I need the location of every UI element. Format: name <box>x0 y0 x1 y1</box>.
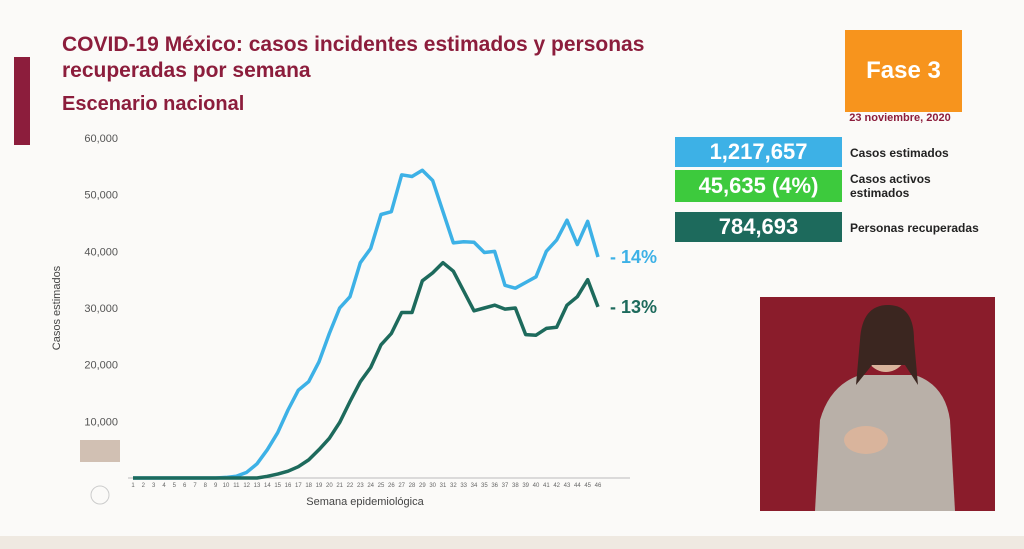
x-tick-label: 14 <box>264 483 271 489</box>
x-tick-label: 44 <box>574 483 581 489</box>
x-tick-label: 19 <box>316 483 323 489</box>
x-tick-label: 32 <box>450 483 457 489</box>
x-tick-label: 38 <box>512 483 519 489</box>
x-tick-label: 25 <box>378 483 385 489</box>
end-label: - 14% <box>610 247 657 267</box>
x-tick-label: 26 <box>388 483 395 489</box>
x-tick-label: 11 <box>233 483 240 489</box>
x-tick-label: 9 <box>214 483 218 489</box>
logo <box>80 440 120 505</box>
x-tick-label: 6 <box>183 483 187 489</box>
video-feed <box>760 297 995 511</box>
x-tick-label: 21 <box>336 483 343 489</box>
x-tick-label: 17 <box>295 483 302 489</box>
date: 23 noviembre, 2020 <box>849 112 951 124</box>
stat-value: 784,693 <box>675 212 842 242</box>
x-tick-label: 29 <box>419 483 426 489</box>
x-tick-label: 20 <box>326 483 333 489</box>
y-tick-label: 10,000 <box>84 416 118 428</box>
y-tick-label: 50,000 <box>84 190 118 202</box>
y-axis-label: Casos estimados <box>51 265 63 350</box>
y-tick-label: 60,000 <box>84 133 118 145</box>
x-tick-label: 39 <box>522 483 529 489</box>
accent-bar <box>14 57 30 145</box>
x-tick-label: 42 <box>553 483 560 489</box>
stat-label: Personas recuperadas <box>850 221 979 235</box>
x-tick-label: 31 <box>440 483 447 489</box>
x-tick-label: 34 <box>471 483 478 489</box>
x-tick-label: 23 <box>357 483 364 489</box>
x-tick-label: 1 <box>131 483 135 489</box>
x-tick-label: 12 <box>243 483 250 489</box>
x-axis-label: Semana epidemiológica <box>306 496 424 508</box>
end-label: - 13% <box>610 297 657 317</box>
x-tick-label: 13 <box>254 483 261 489</box>
x-tick-label: 46 <box>595 483 602 489</box>
x-tick-label: 22 <box>347 483 354 489</box>
stat-label: Casos estimados <box>850 146 949 160</box>
x-tick-label: 43 <box>564 483 571 489</box>
x-tick-label: 24 <box>367 483 374 489</box>
x-tick-label: 30 <box>429 483 436 489</box>
x-tick-label: 45 <box>584 483 591 489</box>
series-line <box>133 260 600 480</box>
series-line <box>133 168 600 480</box>
y-tick-label: 20,000 <box>84 360 118 372</box>
x-tick-label: 15 <box>274 483 281 489</box>
x-tick-label: 33 <box>460 483 467 489</box>
x-tick-label: 37 <box>502 483 509 489</box>
subtitle: Escenario nacional <box>62 93 245 115</box>
x-tick-label: 10 <box>223 483 230 489</box>
y-tick-label: 40,000 <box>84 246 118 258</box>
y-tick-label: 30,000 <box>84 303 118 315</box>
x-tick-label: 35 <box>481 483 488 489</box>
x-tick-label: 2 <box>142 483 146 489</box>
phase-badge: Fase 3 <box>845 30 962 112</box>
x-tick-label: 4 <box>162 483 166 489</box>
x-tick-label: 28 <box>409 483 416 489</box>
stat-value: 1,217,657 <box>675 137 842 167</box>
footer-strip <box>0 536 1024 549</box>
x-tick-label: 8 <box>204 483 208 489</box>
title: COVID-19 México: casos incidentes estima… <box>62 33 645 82</box>
x-tick-label: 18 <box>305 483 312 489</box>
x-tick-label: 7 <box>193 483 197 489</box>
x-tick-label: 5 <box>173 483 177 489</box>
stat-label: Casos activos estimados <box>850 172 931 200</box>
x-tick-label: 27 <box>398 483 405 489</box>
x-tick-label: 16 <box>285 483 292 489</box>
stat-value: 45,635 (4%) <box>675 170 842 202</box>
x-tick-label: 40 <box>533 483 540 489</box>
x-tick-label: 41 <box>543 483 550 489</box>
x-tick-label: 36 <box>491 483 498 489</box>
x-tick-label: 3 <box>152 483 156 489</box>
